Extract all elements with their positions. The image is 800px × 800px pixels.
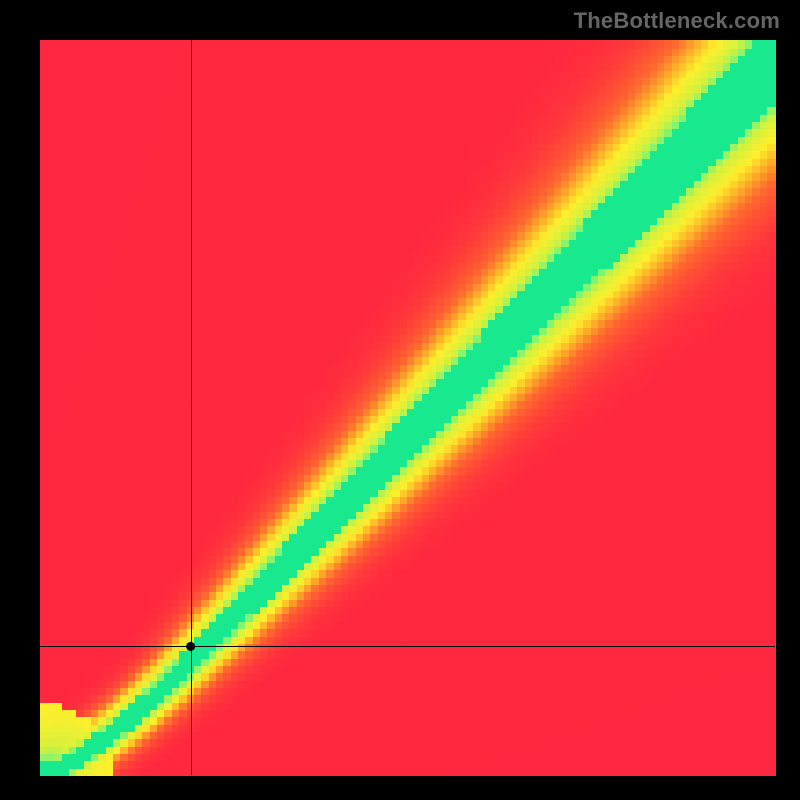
- watermark-label: TheBottleneck.com: [574, 8, 780, 34]
- bottleneck-heatmap: [0, 0, 800, 800]
- chart-container: TheBottleneck.com: [0, 0, 800, 800]
